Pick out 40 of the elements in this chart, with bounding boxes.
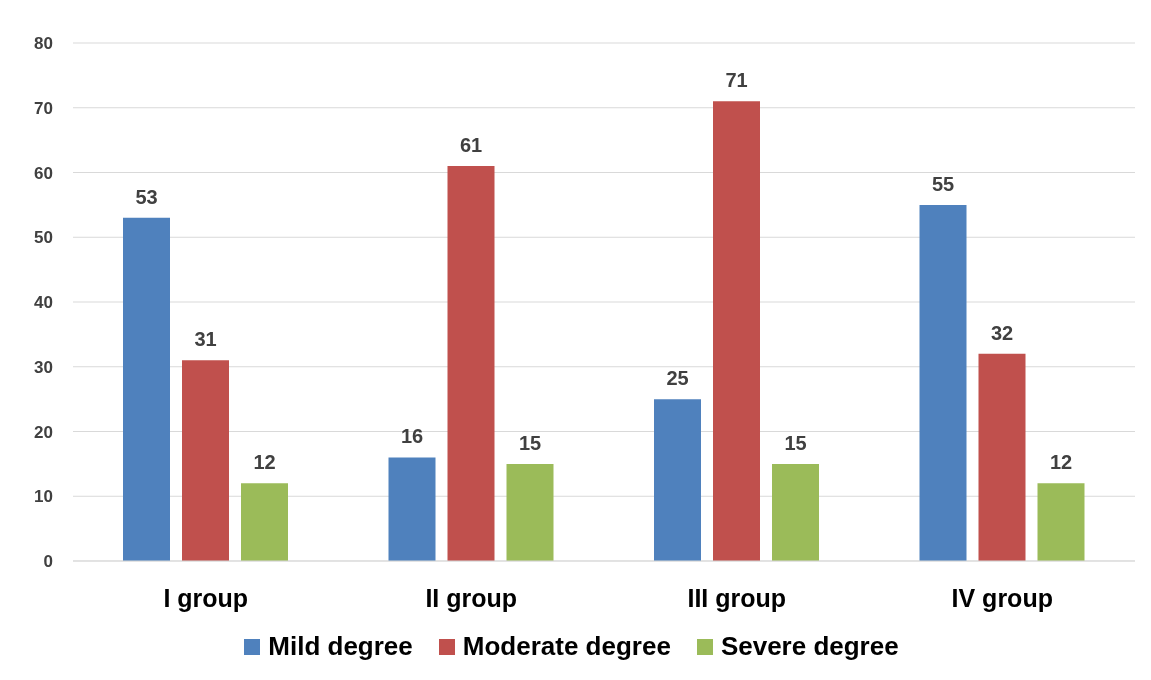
x-tick-label: II group (425, 583, 518, 612)
y-tick-label: 0 (43, 552, 53, 572)
data-label: 71 (725, 69, 748, 92)
x-tick-label: IV group (951, 583, 1053, 612)
y-tick-label: 80 (34, 34, 53, 54)
data-label: 16 (400, 425, 424, 448)
data-label: 12 (1049, 451, 1073, 474)
data-label: 25 (666, 367, 689, 390)
legend-label: Severe degree (720, 631, 899, 662)
data-label: 61 (459, 134, 483, 157)
y-tick-label: 20 (34, 422, 53, 442)
data-label: 31 (194, 328, 217, 351)
y-tick-label: 50 (34, 228, 53, 248)
bar (123, 217, 170, 561)
bar (388, 457, 436, 561)
bar (1037, 483, 1085, 561)
bar (713, 101, 760, 561)
data-label: 15 (784, 431, 807, 454)
bar (447, 166, 495, 561)
x-tick-label: III group (687, 583, 787, 612)
y-tick-label: 30 (34, 357, 53, 377)
x-tick-label: I group (163, 583, 249, 612)
data-label: 12 (253, 451, 276, 474)
data-label: 32 (990, 321, 1014, 344)
y-tick-label: 10 (34, 487, 53, 507)
data-label: 53 (135, 185, 158, 208)
y-tick-label: 60 (34, 163, 53, 183)
bar (182, 360, 229, 561)
bar (654, 399, 701, 561)
bar (978, 353, 1026, 561)
legend-label: Mild degree (268, 631, 413, 662)
y-tick-label: 40 (34, 293, 53, 313)
data-label: 55 (931, 172, 955, 195)
bar (506, 463, 554, 561)
data-label: 15 (518, 431, 542, 454)
bar (241, 483, 288, 561)
bar (919, 204, 967, 561)
bar (772, 463, 819, 561)
y-tick-label: 70 (34, 98, 53, 118)
legend-label: Moderate degree (462, 631, 671, 662)
